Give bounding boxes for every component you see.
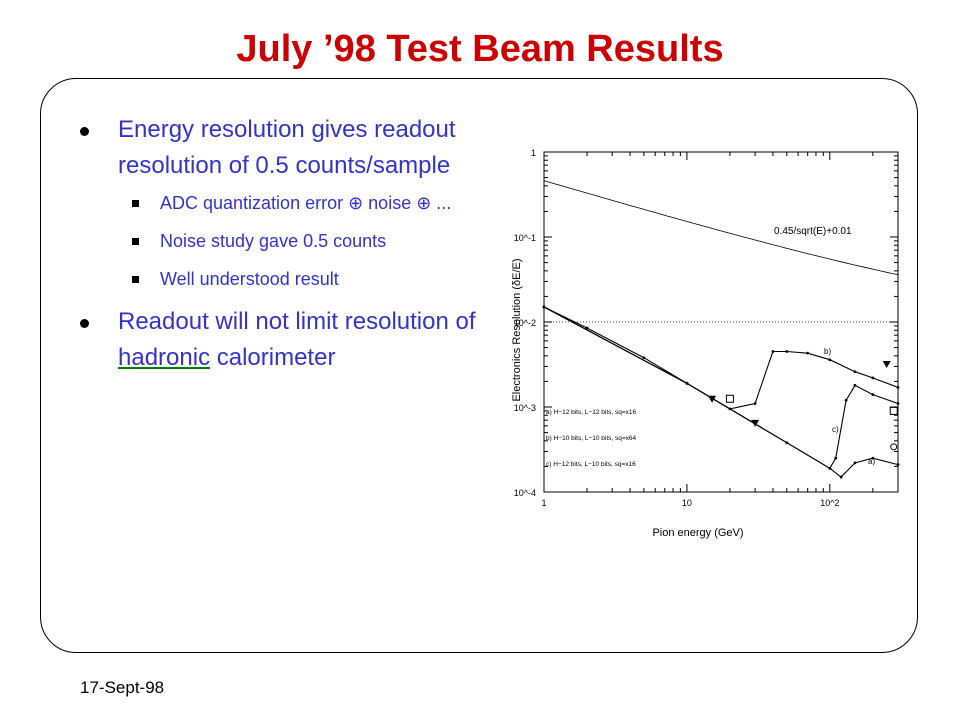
bullet-text: Readout will not limit resolution of	[118, 308, 476, 335]
sub-bullet-understood: Well understood result	[80, 266, 480, 292]
curve-label-b: b)	[824, 347, 831, 356]
bullet-list: Energy resolution gives readout resoluti…	[80, 112, 480, 382]
data-point	[685, 381, 689, 385]
slide-title: July ’98 Test Beam Results	[236, 28, 724, 70]
sub-bullet-text: ADC quantization error ⊕ noise ⊕ ...	[160, 193, 452, 213]
data-point	[542, 305, 546, 309]
square-marker	[889, 406, 898, 415]
legend-item-c: c) H−12 bits, L−10 bits, sq=x16	[546, 461, 636, 468]
legend-item-b: b) H−10 bits, L−10 bits, sq=x64	[546, 435, 637, 442]
data-point	[896, 463, 900, 467]
y-tick-label: 10^-4	[514, 488, 536, 498]
data-point	[828, 358, 832, 362]
sub-bullet-square	[132, 276, 139, 283]
series-line	[543, 306, 899, 470]
data-point	[871, 456, 875, 460]
legend-item-a: a) H−12 bits, L−12 bits, sq=x16	[546, 409, 637, 416]
y-tick-label: 10^-3	[514, 403, 536, 413]
y-tick-label: 10^-1	[514, 233, 536, 243]
chart-axes: 10^-4 10^-3 10^-2 10^-1 1 1 10 10^2	[514, 148, 899, 508]
data-point	[785, 441, 789, 445]
bullet-text: Energy resolution gives readout resoluti…	[118, 116, 456, 179]
triangle-marker	[708, 395, 717, 403]
data-point	[771, 350, 775, 353]
data-point	[839, 475, 843, 479]
data-point	[853, 461, 857, 465]
bullet-readout: Readout will not limit resolution of had…	[80, 304, 480, 376]
sub-bullet-adc: ADC quantization error ⊕ noise ⊕ ...	[80, 190, 480, 216]
hadronic-link[interactable]: hadronic	[118, 344, 211, 371]
square-marker	[725, 394, 734, 403]
bullet-text-after: calorimeter	[210, 344, 336, 371]
data-point	[785, 350, 789, 353]
sub-bullet-square	[132, 238, 139, 245]
sub-bullet-text: Well understood result	[160, 269, 339, 289]
data-point	[585, 326, 589, 330]
data-point	[844, 398, 848, 402]
bullet-dot	[80, 127, 89, 136]
y-tick-label: 1	[531, 148, 536, 158]
data-point	[871, 393, 875, 396]
triangle-marker	[882, 361, 891, 369]
content-frame	[40, 78, 918, 653]
data-point	[834, 456, 838, 460]
sub-bullet-noise: Noise study gave 0.5 counts	[80, 228, 480, 254]
sub-bullet-text: Noise study gave 0.5 counts	[160, 231, 387, 251]
data-point	[828, 466, 832, 470]
bullet-dot	[80, 319, 89, 328]
data-point	[871, 376, 875, 380]
data-point	[896, 402, 900, 405]
bullet-energy-resolution: Energy resolution gives readout resoluti…	[80, 112, 480, 184]
reference-line-label: 0.45/sqrt(E)+0.01	[774, 226, 852, 237]
data-point	[896, 386, 900, 389]
x-tick-label: 10	[682, 498, 692, 508]
x-tick-label: 10^2	[820, 498, 839, 508]
data-point	[853, 370, 857, 374]
chart-plot	[542, 180, 900, 479]
curve-label-c: c)	[832, 425, 839, 434]
x-axis-label: Pion energy (GeV)	[652, 527, 743, 539]
data-point	[753, 402, 757, 405]
reference-line	[543, 180, 899, 276]
x-tick-label: 1	[541, 498, 546, 508]
footer-date: 17-Sept-98	[80, 678, 165, 697]
circle-marker	[890, 443, 898, 451]
y-tick-label: 10^-2	[514, 318, 536, 328]
data-point	[806, 351, 810, 355]
data-point	[642, 356, 646, 360]
resolution-chart: 10^-4 10^-3 10^-2 10^-1 1 1 10 10^2 Electronics…	[511, 148, 900, 539]
data-point	[853, 383, 857, 387]
sub-bullet-square	[132, 200, 139, 207]
triangle-marker	[751, 419, 760, 427]
curve-label-a: a)	[868, 457, 875, 466]
y-axis-label: Electronics Resolution (δE/E)	[511, 258, 523, 401]
series-line	[543, 306, 899, 478]
